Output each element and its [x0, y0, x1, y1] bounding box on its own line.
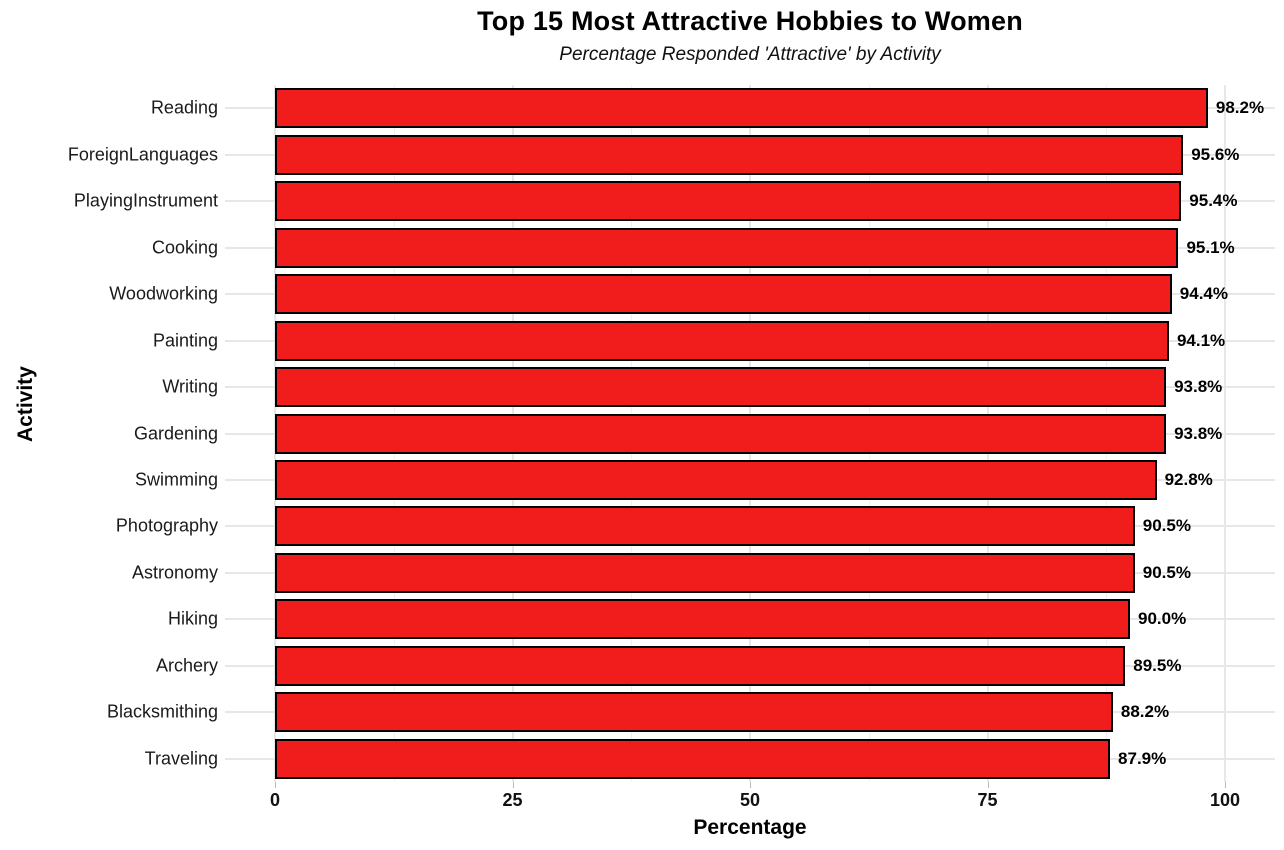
- bar-woodworking: [275, 274, 1172, 315]
- bar-cooking: [275, 227, 1179, 268]
- bar-value-label: 93.8%: [1174, 423, 1223, 443]
- x-tick-mark: [512, 782, 514, 788]
- x-axis-title: Percentage: [693, 816, 807, 839]
- bar-swimming: [275, 459, 1157, 500]
- bar-blacksmithing: [275, 692, 1113, 733]
- category-label-blacksmithing: Blacksmithing: [106, 701, 218, 722]
- bar-reading: [275, 88, 1208, 129]
- x-tick-mark: [275, 782, 276, 788]
- category-label-swimming: Swimming: [134, 469, 218, 490]
- bar-writing: [275, 367, 1167, 408]
- category-label-photography: Photography: [115, 515, 218, 536]
- category-label-hiking: Hiking: [167, 608, 218, 629]
- bar-archery: [275, 645, 1126, 686]
- category-label-astronomy: Astronomy: [131, 562, 218, 583]
- bar-photography: [275, 506, 1135, 547]
- category-label-foreignlanguages: ForeignLanguages: [67, 144, 218, 165]
- category-label-woodworking: Woodworking: [109, 283, 218, 304]
- x-tick-label: 25: [502, 790, 523, 810]
- bar-value-label: 95.6%: [1191, 144, 1240, 164]
- category-label-archery: Archery: [155, 655, 218, 676]
- bar-hiking: [275, 599, 1130, 640]
- bar-value-label: 90.5%: [1142, 516, 1191, 536]
- bar-value-label: 95.1%: [1186, 237, 1235, 257]
- bar-traveling: [275, 738, 1111, 779]
- category-label-gardening: Gardening: [133, 423, 218, 443]
- bar-value-label: 94.1%: [1176, 330, 1226, 350]
- bar-value-label: 93.8%: [1174, 377, 1223, 397]
- plot-panel: 98.2% 95.6% 95.4% 95.1% 94.4% 94.1% 93.8% 93.8%…: [225, 85, 1275, 782]
- bar-value-label: 92.8%: [1164, 469, 1213, 489]
- bar-value-label: 95.4%: [1189, 191, 1238, 211]
- bar-value-label: 94.4%: [1179, 284, 1228, 304]
- bar-value-label: 87.9%: [1118, 748, 1167, 768]
- x-tick-mark: [987, 782, 989, 788]
- x-tick-label: 50: [739, 790, 761, 810]
- category-label-writing: Writing: [162, 376, 218, 397]
- bar-astronomy: [275, 552, 1135, 593]
- x-tick-label: 0: [269, 790, 281, 810]
- category-label-traveling: Traveling: [144, 748, 218, 769]
- bar-value-label: 90.0%: [1138, 609, 1187, 629]
- x-tick-mark: [750, 782, 751, 788]
- bar-painting: [275, 320, 1169, 361]
- bar-value-label: 98.2%: [1215, 98, 1265, 118]
- bar-gardening: [275, 413, 1167, 454]
- bar-value-label: 89.5%: [1133, 655, 1182, 675]
- x-tick-label: 75: [977, 790, 998, 810]
- bar-value-label: 90.5%: [1142, 562, 1191, 582]
- category-label-reading: Reading: [150, 97, 218, 118]
- category-label-painting: Painting: [152, 330, 218, 351]
- bar-playinginstrument: [275, 181, 1182, 222]
- chart-subtitle: Percentage Responded 'Attractive' by Act…: [559, 44, 941, 65]
- category-label-playinginstrument: PlayingInstrument: [73, 190, 218, 211]
- chart-title: Top 15 Most Attractive Hobbies to Women: [477, 6, 1023, 36]
- category-label-cooking: Cooking: [151, 237, 218, 258]
- x-tick-mark: [1225, 782, 1226, 788]
- bar-foreignlanguages: [275, 134, 1184, 175]
- x-tick-label: 100: [1209, 790, 1241, 810]
- bar-value-label: 88.2%: [1120, 702, 1170, 722]
